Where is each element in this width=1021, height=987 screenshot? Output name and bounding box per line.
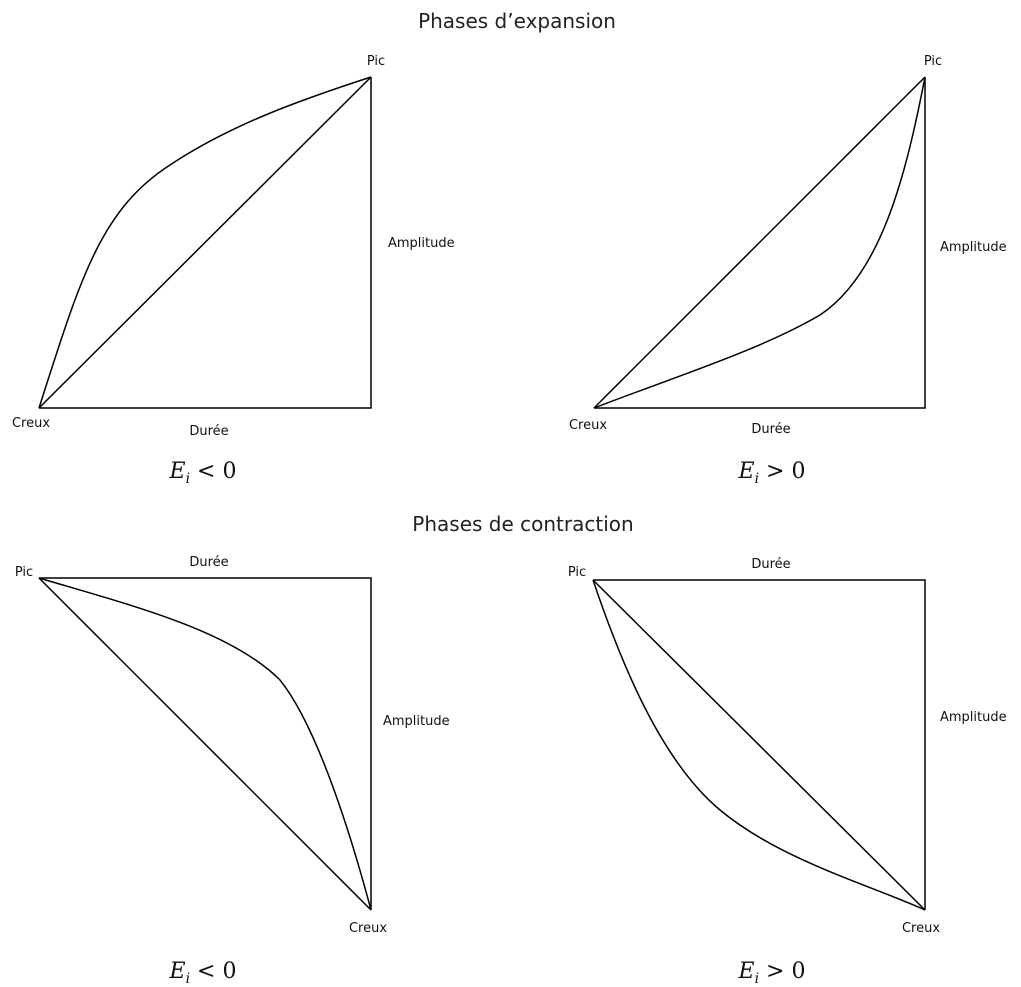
trough-label: Creux	[349, 921, 387, 936]
peak-label: Pic	[367, 54, 385, 69]
formula: Ei < 0	[169, 459, 237, 487]
panel-contraction-positive: Pic Creux Durée Amplitude Ei > 0	[568, 557, 1007, 987]
diagonal-line	[592, 579, 926, 911]
trough-label: Creux	[902, 921, 940, 936]
triangle-legs	[594, 77, 926, 409]
panel-expansion-negative: Pic Creux Durée Amplitude Ei < 0	[12, 54, 455, 487]
triangle-legs	[39, 577, 372, 910]
amplitude-label: Amplitude	[940, 240, 1007, 255]
panel-contraction-negative: Pic Creux Durée Amplitude Ei < 0	[15, 555, 450, 987]
section-title-contraction: Phases de contraction	[412, 512, 633, 536]
duration-label: Durée	[189, 424, 228, 439]
amplitude-label: Amplitude	[383, 714, 450, 729]
diagonal-line	[38, 577, 372, 911]
cycle-curve	[38, 76, 372, 409]
amplitude-label: Amplitude	[940, 710, 1007, 725]
duration-label: Durée	[751, 557, 790, 572]
section-title-expansion: Phases d’expansion	[418, 9, 616, 33]
triangle-legs	[593, 579, 926, 910]
peak-label: Pic	[924, 54, 942, 69]
formula: Ei > 0	[738, 459, 806, 487]
trough-label: Creux	[569, 418, 607, 433]
diagonal-line	[38, 76, 372, 409]
amplitude-label: Amplitude	[388, 236, 455, 251]
duration-label: Durée	[189, 555, 228, 570]
cycle-curve	[38, 577, 372, 911]
panel-expansion-positive: Pic Creux Durée Amplitude Ei > 0	[569, 54, 1007, 487]
triangle-legs	[39, 77, 372, 409]
diagonal-line	[593, 76, 926, 409]
cycle-curve	[592, 579, 926, 911]
duration-label: Durée	[751, 422, 790, 437]
peak-label: Pic	[568, 565, 586, 580]
trough-label: Creux	[12, 416, 50, 431]
peak-label: Pic	[15, 565, 33, 580]
formula: Ei > 0	[738, 959, 806, 987]
formula: Ei < 0	[169, 959, 237, 987]
cycle-curve	[593, 76, 926, 409]
